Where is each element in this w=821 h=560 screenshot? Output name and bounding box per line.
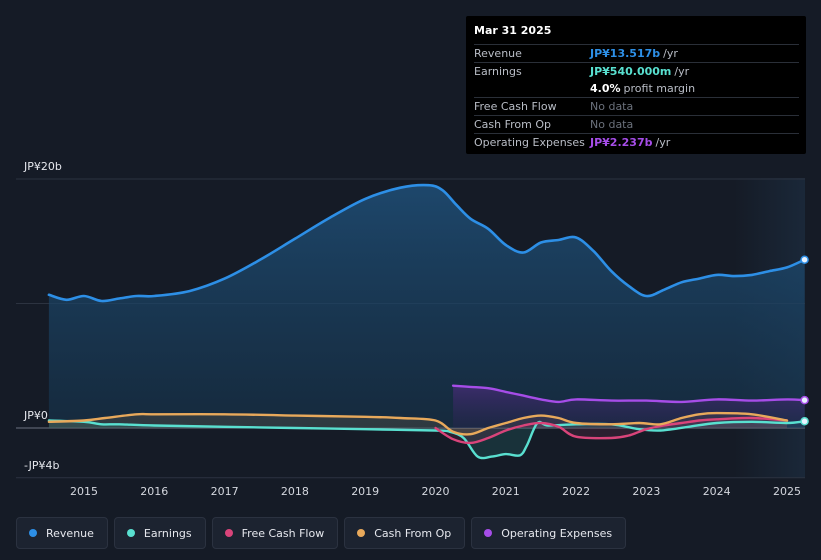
operating-expenses-area xyxy=(453,385,805,428)
legend-label: Earnings xyxy=(143,526,192,540)
x-axis-label: 2016 xyxy=(140,485,168,498)
legend-dot-icon xyxy=(126,529,135,537)
tooltip-row-value: JP¥2.237b xyxy=(590,136,653,149)
cash-from-op-area xyxy=(48,413,787,435)
operating-expenses-endpoint xyxy=(800,395,809,405)
tooltip-row: Revenue JP¥13.517b/yr xyxy=(474,44,799,62)
legend-dot-icon xyxy=(224,529,233,537)
tooltip-row-value: No data xyxy=(590,100,634,113)
x-axis-label: 2018 xyxy=(281,485,309,498)
legend-item-free-cash-flow[interactable]: Free Cash Flow xyxy=(211,517,339,549)
legend-item-revenue[interactable]: Revenue xyxy=(16,517,108,549)
chart-area: JP¥20b JP¥0 -JP¥4b 2015 2016 2017 2018 2019 2020… xyxy=(16,160,809,498)
tooltip-row-value: JP¥13.517b xyxy=(590,47,661,60)
tooltip-row: 4.0% profit margin xyxy=(474,80,799,97)
x-axis-label: 2019 xyxy=(351,485,379,498)
tooltip-row-suffix: /yr xyxy=(663,47,678,60)
y-axis-label: JP¥0 xyxy=(23,409,48,422)
legend-dot-icon xyxy=(484,529,493,537)
legend: Revenue Earnings Free Cash Flow Cash From O… xyxy=(16,517,627,549)
earnings-line xyxy=(47,419,806,460)
x-axis-label: 2015 xyxy=(70,485,98,498)
y-axis-label: JP¥20b xyxy=(23,160,62,173)
cash-from-op-line xyxy=(47,411,789,436)
tooltip-row-label: Earnings xyxy=(474,65,522,78)
legend-dot-icon xyxy=(29,529,37,537)
revenue-endpoint xyxy=(800,255,809,264)
tooltip-row-suffix: /yr xyxy=(674,65,690,78)
tooltip-row-label xyxy=(474,80,590,97)
tooltip-row: Cash From Op No data xyxy=(474,115,799,133)
x-axis-label: 2025 xyxy=(773,485,801,498)
legend-label: Free Cash Flow xyxy=(241,526,325,540)
x-axis-label: 2017 xyxy=(211,485,239,498)
legend-label: Cash From Op xyxy=(374,526,452,540)
tooltip-row: Earnings JP¥540.000m/yr xyxy=(474,62,799,80)
tooltip-row-label: Operating Expenses xyxy=(474,136,585,149)
tooltip-row-value: 4.0% xyxy=(590,82,621,95)
tooltip-date: Mar 31 2025 xyxy=(474,24,552,37)
legend-item-cash-from-op[interactable]: Cash From Op xyxy=(344,517,466,549)
x-axis-label: 2020 xyxy=(422,485,450,498)
earnings-endpoint xyxy=(800,417,809,426)
tooltip-row: Operating Expenses JP¥2.237b/yr xyxy=(474,133,799,151)
tooltip-row-label: Cash From Op xyxy=(474,118,552,131)
tooltip-row-label: Revenue xyxy=(474,47,522,60)
legend-dot-icon xyxy=(357,529,366,537)
tooltip-row: Free Cash Flow No data xyxy=(474,97,799,115)
tooltip-row-suffix: /yr xyxy=(655,136,671,149)
tooltip-row-label: Free Cash Flow xyxy=(474,100,557,113)
operating-expenses-line xyxy=(451,384,806,404)
legend-label: Revenue xyxy=(46,526,94,540)
tooltip-row-value: JP¥540.000m xyxy=(590,65,672,78)
free-cash-flow-line xyxy=(434,416,789,445)
x-axis-label: 2021 xyxy=(492,485,520,498)
x-axis-label: 2023 xyxy=(632,485,660,498)
x-axis-label: 2022 xyxy=(562,485,590,498)
y-axis-label: -JP¥4b xyxy=(24,459,59,472)
tooltip-row-suffix: profit margin xyxy=(623,82,696,95)
x-axis-label: 2024 xyxy=(703,485,731,498)
tooltip-row-value: No data xyxy=(590,118,634,131)
revenue-line xyxy=(47,183,806,303)
legend-item-earnings[interactable]: Earnings xyxy=(113,517,206,549)
legend-label: Operating Expenses xyxy=(501,526,613,540)
tooltip: Mar 31 2025 Revenue JP¥13.517b/yr Earnings… xyxy=(466,16,806,154)
revenue-area xyxy=(48,185,805,428)
legend-item-operating-expenses[interactable]: Operating Expenses xyxy=(471,517,627,549)
